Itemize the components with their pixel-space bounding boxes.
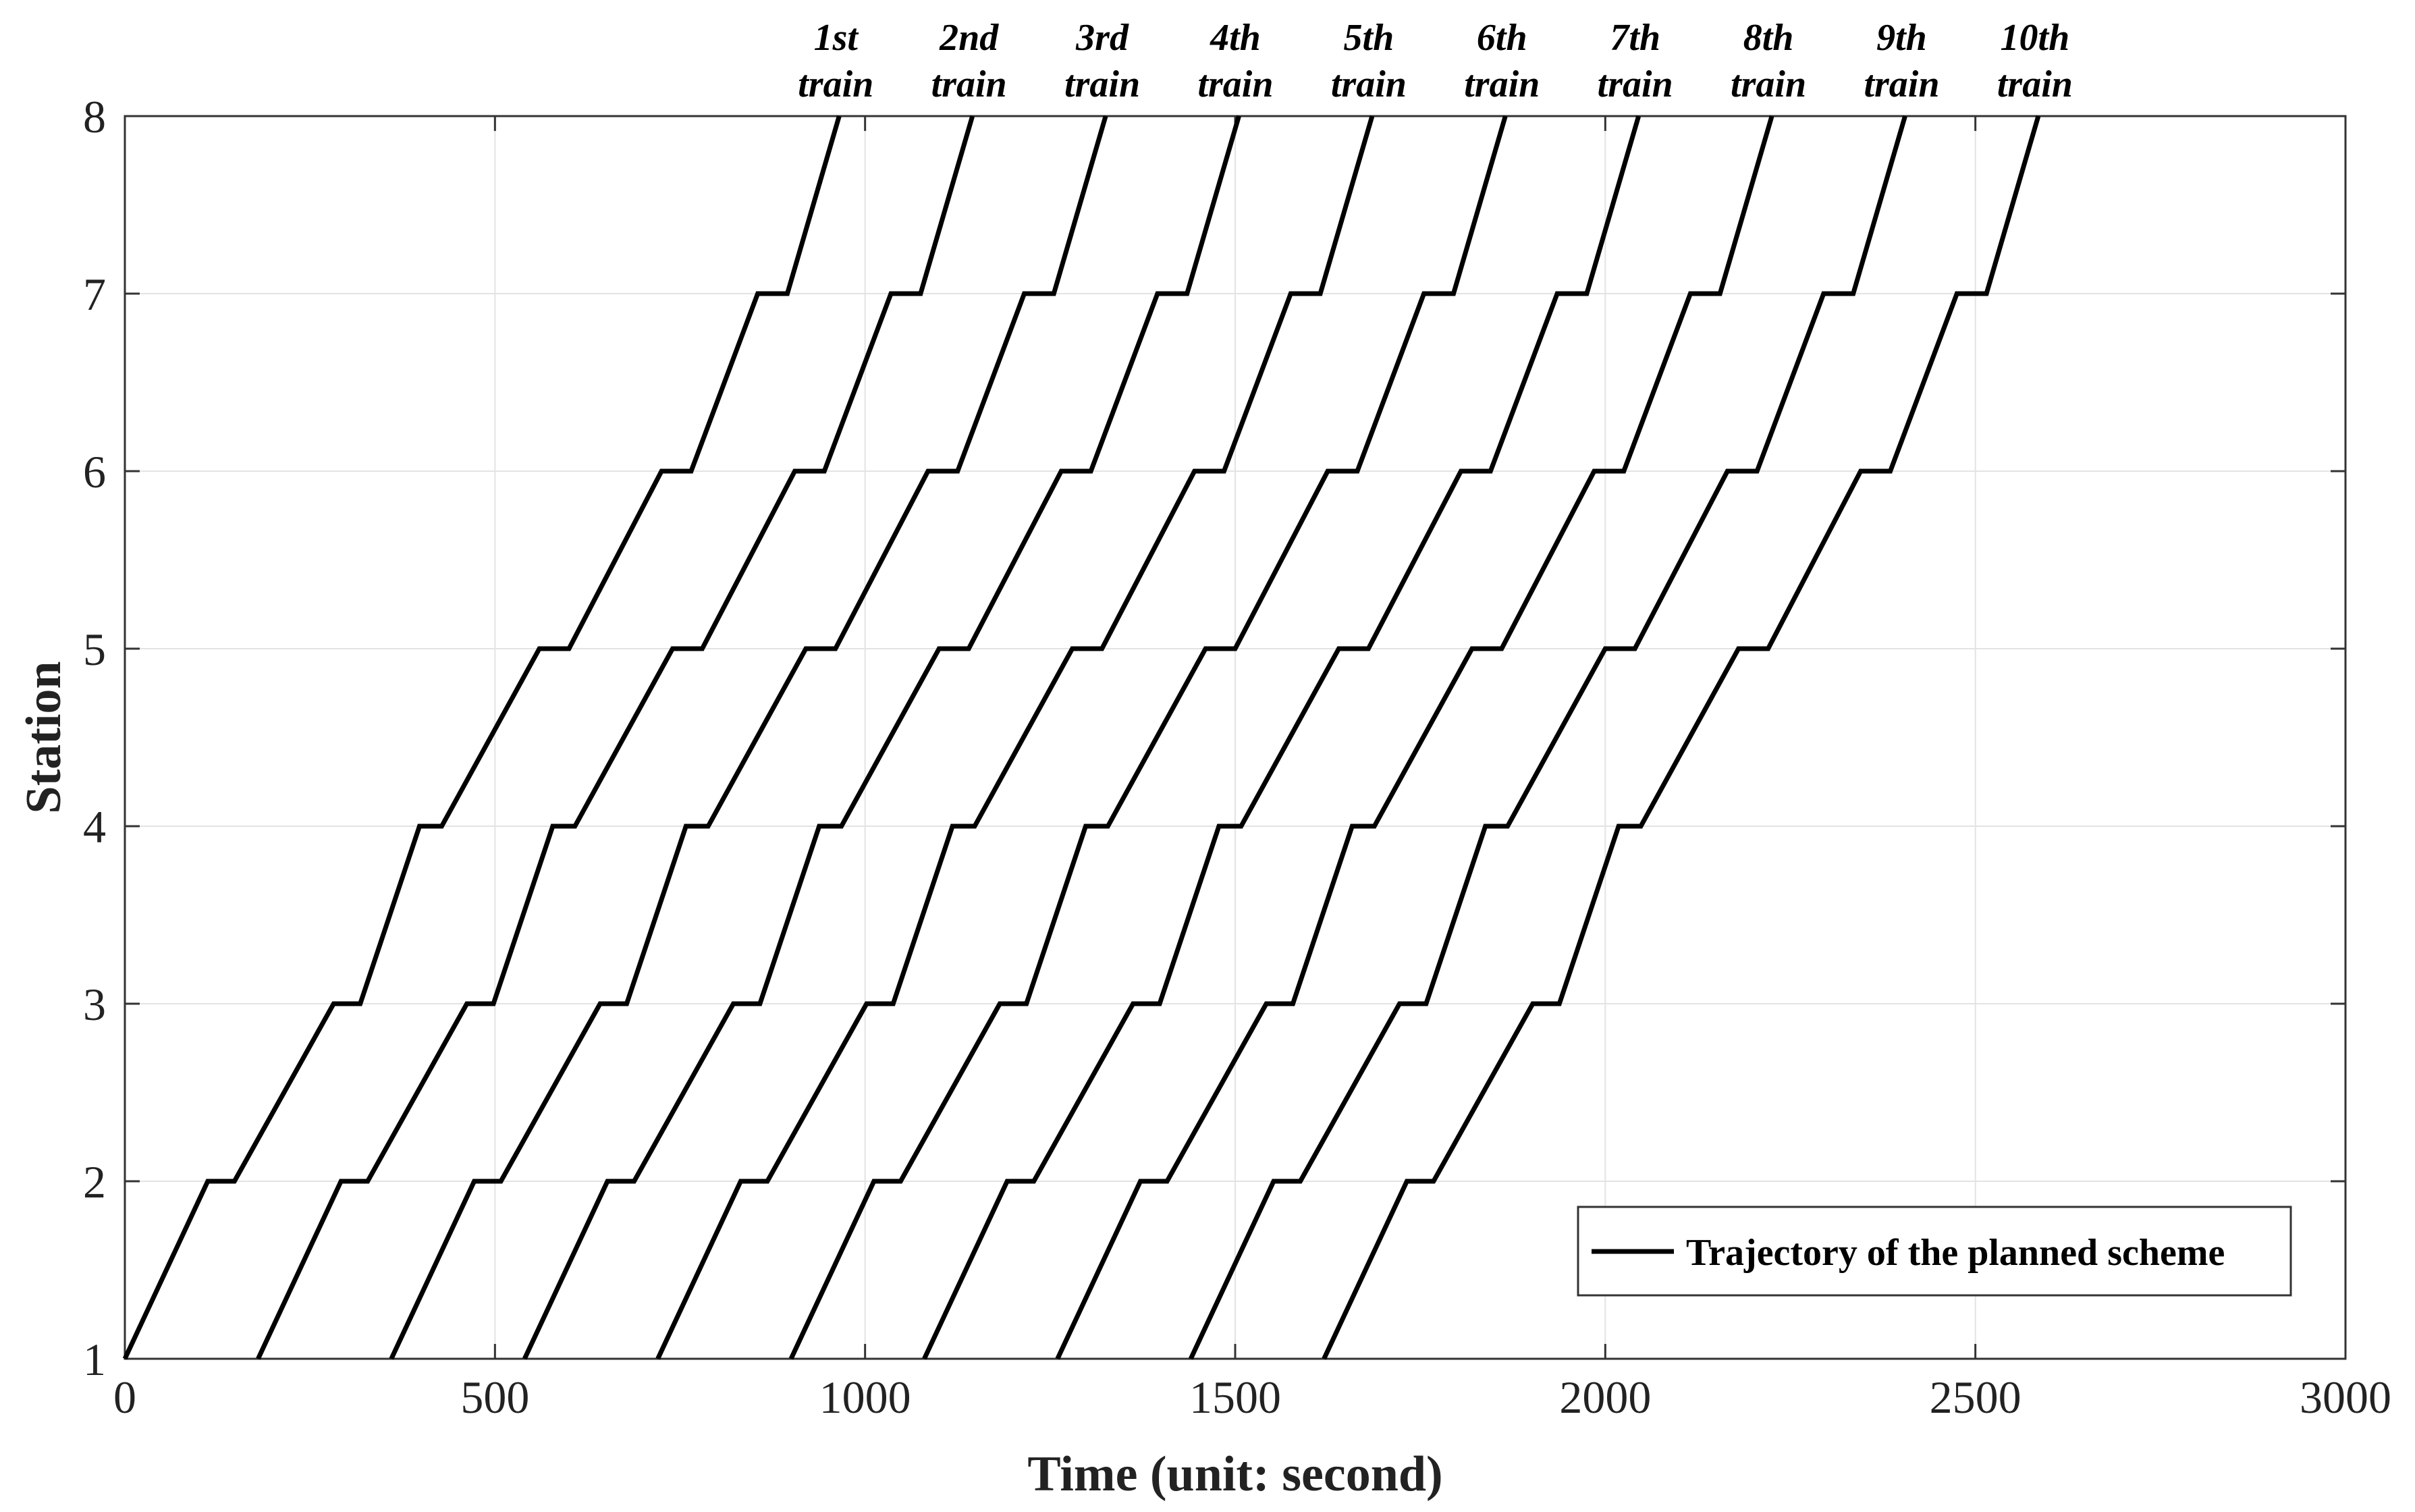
x-tick-label: 500 — [460, 1372, 529, 1423]
train-2-label-word: train — [931, 63, 1007, 105]
train-4-label-word: train — [1197, 63, 1273, 105]
legend-label: Trajectory of the planned scheme — [1686, 1232, 2225, 1274]
train-annotations: 1sttrain2ndtrain3rdtrain4thtrain5thtrain… — [798, 17, 2073, 105]
train-6-label-word: train — [1464, 63, 1540, 105]
train-7-label-word: train — [1598, 63, 1673, 105]
train-10-label-ordinal: 10th — [2001, 17, 2070, 59]
train-1-label-ordinal: 1st — [814, 17, 859, 59]
y-tick-label: 4 — [83, 801, 106, 853]
y-tick-label: 7 — [83, 269, 106, 320]
train-5-trajectory — [655, 115, 1375, 1360]
train-9-label-ordinal: 9th — [1876, 17, 1927, 59]
train-2-trajectory — [256, 115, 975, 1360]
train-5-label-ordinal: 5th — [1344, 17, 1394, 59]
train-1-label-word: train — [798, 63, 873, 105]
legend-box — [1577, 1206, 2292, 1297]
train-10-label-word: train — [1997, 63, 2073, 105]
y-tick-label: 2 — [83, 1156, 106, 1208]
train-6-trajectory — [788, 115, 1508, 1360]
y-axis-title: Station — [16, 661, 72, 813]
axis-ticks: 0 500 1000 1500 2000 2500 3000 1 2 3 4 5 6 7 8 — [83, 91, 2391, 1423]
x-axis-title: Time (unit: second) — [1027, 1447, 1442, 1502]
x-tick-label: 2500 — [1930, 1372, 2021, 1423]
train-8-label-word: train — [1731, 63, 1806, 105]
train-9-trajectory — [1189, 115, 1907, 1360]
train-10-trajectory — [1322, 115, 2041, 1360]
x-tick-label: 0 — [113, 1372, 136, 1423]
train-3-label-ordinal: 3rd — [1075, 17, 1129, 59]
train-2-label-ordinal: 2nd — [939, 17, 999, 59]
train-3-label-word: train — [1064, 63, 1140, 105]
y-tick-label: 1 — [83, 1334, 106, 1385]
train-3-trajectory — [389, 115, 1108, 1360]
x-tick-label: 1500 — [1189, 1372, 1281, 1423]
train-7-label-ordinal: 7th — [1610, 17, 1660, 59]
y-tick-label: 8 — [83, 91, 106, 142]
y-tick-label: 6 — [83, 446, 106, 497]
train-4-trajectory — [522, 115, 1241, 1360]
x-tick-label: 1000 — [819, 1372, 911, 1423]
x-tick-label: 3000 — [2300, 1372, 2391, 1423]
x-tick-label: 2000 — [1559, 1372, 1651, 1423]
y-tick-label: 3 — [83, 979, 106, 1030]
train-6-label-ordinal: 6th — [1477, 17, 1527, 59]
train-trajectories — [122, 115, 2041, 1360]
y-tick-label: 5 — [83, 624, 106, 675]
train-8-trajectory — [1055, 115, 1774, 1360]
legend: Trajectory of the planned scheme — [1577, 1206, 2292, 1297]
train-1-trajectory — [122, 115, 842, 1360]
train-5-label-word: train — [1331, 63, 1407, 105]
train-9-label-word: train — [1864, 63, 1939, 105]
train-4-label-ordinal: 4th — [1210, 17, 1261, 59]
train-7-trajectory — [922, 115, 1641, 1360]
train-8-label-ordinal: 8th — [1743, 17, 1794, 59]
